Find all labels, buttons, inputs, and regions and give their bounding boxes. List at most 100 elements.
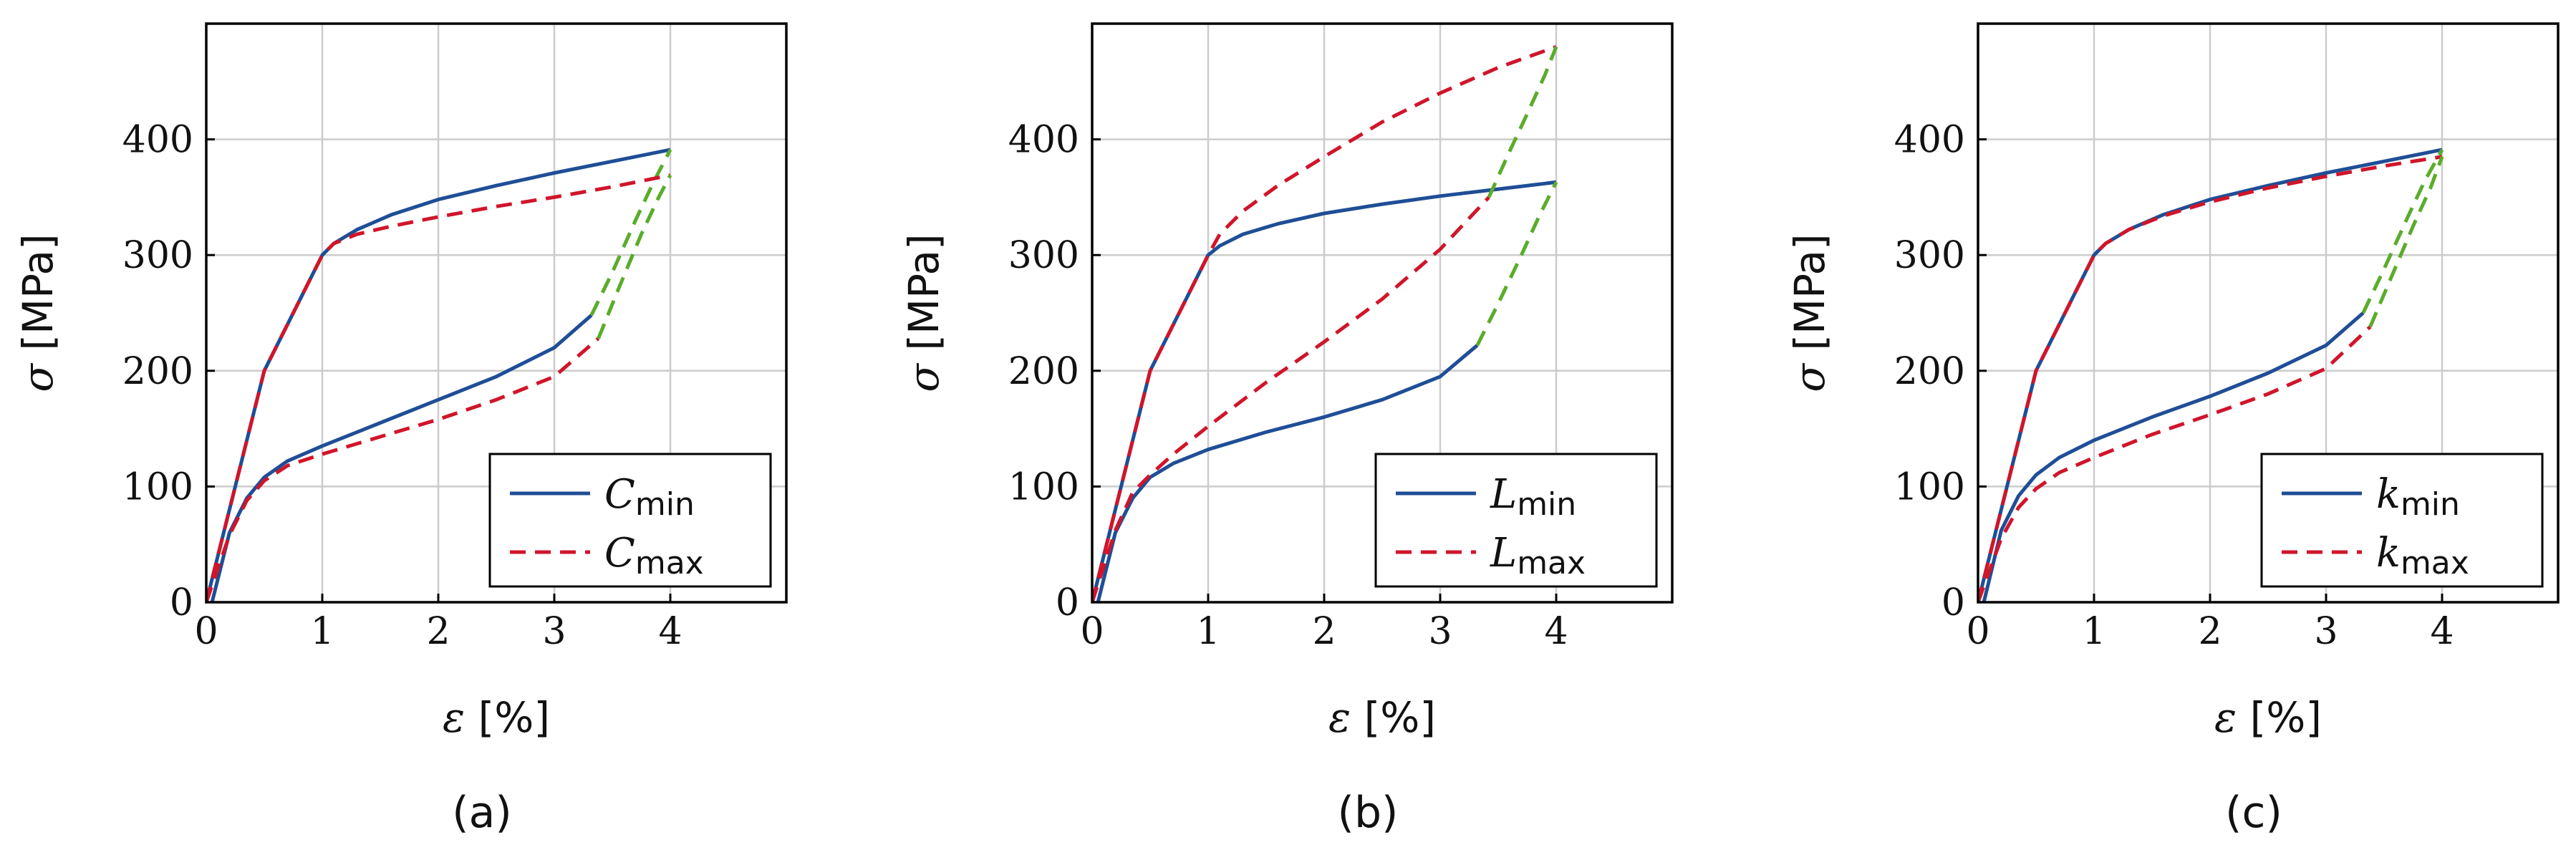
legend-label-max: Lmax [1490,530,1586,581]
y-axis-symbol: σ [14,363,62,392]
x-tick-label: 1 [2082,610,2105,653]
series-line [597,174,672,339]
y-tick-label: 100 [1894,465,1965,508]
x-tick-label: 4 [658,610,682,653]
x-tick-label: 3 [1428,610,1452,653]
y-axis-symbol: σ [1785,363,1834,392]
legend-box [488,453,772,588]
x-axis-unit: [%] [2250,693,2322,742]
y-axis-space [1785,351,1834,364]
y-tick-label: 400 [1008,119,1079,162]
y-tick-label: 300 [122,234,193,277]
x-tick-label: 0 [1966,610,1989,653]
legend-symbol: k [2376,530,2401,576]
y-axis-unit: [MPa] [14,233,62,350]
x-axis-space [465,693,478,742]
legend-subscript: min [2401,486,2460,523]
y-axis-label: σ [MPa] [1785,233,1834,392]
y-axis-space [14,351,62,364]
x-axis-unit: [%] [478,693,550,742]
legend-symbol: C [604,471,635,518]
series-line [2361,148,2444,314]
x-tick-label: 0 [1080,610,1104,653]
legend-label-min: kmin [2376,471,2460,523]
x-axis-symbol: ε [2214,693,2237,742]
y-axis-space [899,351,948,364]
y-tick-label: 300 [1008,234,1079,277]
y-tick-label: 100 [122,465,193,508]
axes-frame [205,22,788,604]
y-axis-unit: [MPa] [1785,233,1834,350]
legend-label-min: Cmin [604,471,695,523]
legend-label-max: Cmax [604,530,704,581]
x-axis-symbol: ε [1328,693,1351,742]
x-tick-label: 4 [1544,610,1568,653]
legend-subscript: max [1517,545,1586,581]
x-axis-label: ε [%] [1328,693,1436,742]
axes-frame [1091,22,1674,604]
y-tick-label: 400 [122,119,193,162]
x-tick-label: 3 [2314,610,2338,653]
series-line [1092,180,1557,602]
series-line [210,314,593,602]
y-tick-label: 0 [1941,581,1965,624]
legend-subscript: min [635,486,695,523]
legend-symbol: L [1490,530,1517,576]
panel-caption: (a) [452,788,512,838]
x-tick-label: 0 [194,610,218,653]
x-axis-space [2237,693,2249,742]
series-group [1092,44,1558,602]
series-line [206,148,671,602]
legend-box [1374,453,1658,588]
panel-caption: (c) [2225,788,2282,838]
series-line [1096,344,1479,602]
x-tick-label: 2 [1312,610,1336,653]
x-axis-symbol: ε [443,693,465,742]
legend-subscript: max [635,545,704,581]
y-tick-label: 400 [1894,119,1965,162]
y-axis-symbol: σ [899,363,948,392]
y-tick-label: 200 [1894,350,1965,393]
y-tick-label: 300 [1894,234,1965,277]
y-axis-unit: [MPa] [899,233,948,350]
series-line [1487,46,1558,198]
series-line [1475,181,1558,347]
legend-symbol: k [2376,471,2401,518]
legend-box [2260,453,2544,588]
x-tick-label: 1 [310,610,334,653]
series-group [206,148,672,602]
x-tick-label: 2 [426,610,450,653]
panel-caption: (b) [1338,788,1399,838]
legend-subscript: min [1517,486,1576,523]
y-axis-label: σ [MPa] [14,233,62,392]
x-axis-label: ε [%] [443,693,550,742]
y-axis-label: σ [MPa] [899,233,948,392]
axes-frame [1977,22,2560,604]
legend-symbol: L [1490,471,1517,518]
series-line [589,148,672,317]
y-tick-label: 200 [122,350,193,393]
series-group [1978,148,2444,602]
x-tick-label: 2 [2198,610,2222,653]
series-line [206,173,671,602]
y-tick-label: 0 [1056,581,1079,624]
legend-label-min: Lmin [1490,471,1576,523]
y-tick-label: 0 [170,581,193,624]
x-axis-label: ε [%] [2214,693,2322,742]
legend-subscript: max [2401,545,2469,581]
x-tick-label: 3 [542,610,566,653]
y-tick-label: 200 [1008,350,1079,393]
series-line [1978,155,2443,602]
x-tick-label: 4 [2430,610,2454,653]
legend-label-max: kmax [2376,530,2469,581]
x-axis-space [1351,693,1364,742]
series-line [1092,195,1490,602]
x-axis-unit: [%] [1364,693,1436,742]
